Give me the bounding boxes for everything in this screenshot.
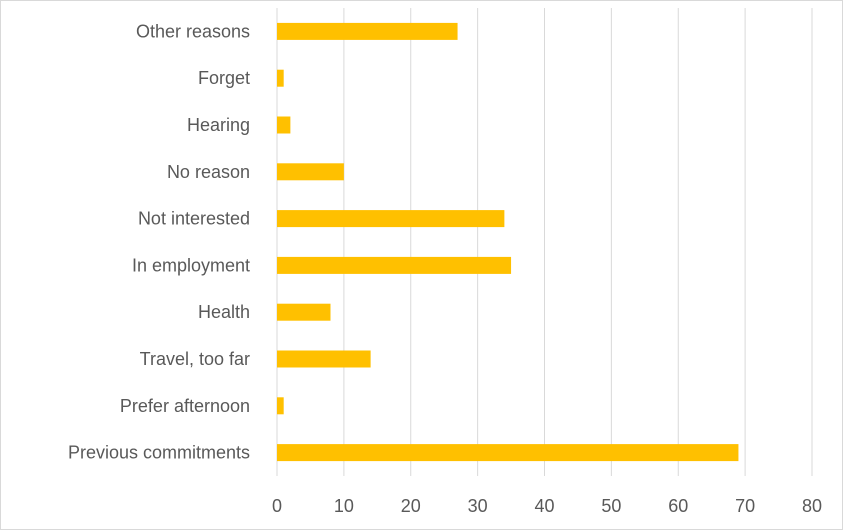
category-label-no-reason: No reason [167,162,250,182]
bar-in-employment [277,256,512,274]
x-tick-label-30: 30 [468,496,488,516]
bar-prefer-afternoon [277,397,284,415]
bar-forget [277,69,284,87]
x-tick-labels: 0 10 20 30 40 50 60 70 80 [272,496,822,516]
category-label-travel-too-far: Travel, too far [140,349,250,369]
x-tick-label-0: 0 [272,496,282,516]
category-labels: Previous commitments Prefer afternoon Trav… [68,21,250,462]
gridlines [276,8,813,476]
bars [277,22,739,462]
x-tick-label-60: 60 [668,496,688,516]
bar-no-reason [277,163,344,181]
bar-health [277,303,331,321]
bar-hearing [277,116,291,134]
category-label-forget: Forget [198,68,250,88]
category-label-prefer-afternoon: Prefer afternoon [120,396,250,416]
bar-travel-too-far [277,350,371,368]
bar-other-reasons [277,22,458,40]
x-tick-label-40: 40 [534,496,554,516]
x-tick-label-80: 80 [802,496,822,516]
x-tick-label-50: 50 [601,496,621,516]
category-label-health: Health [198,302,250,322]
bar-not-interested [277,210,505,228]
x-tick-label-10: 10 [334,496,354,516]
category-label-not-interested: Not interested [138,209,250,229]
category-label-previous-commitments: Previous commitments [68,443,250,463]
category-label-hearing: Hearing [187,115,250,135]
category-label-in-employment: In employment [132,255,250,275]
category-label-other-reasons: Other reasons [136,21,250,41]
x-tick-label-70: 70 [735,496,755,516]
x-tick-label-20: 20 [401,496,421,516]
bar-previous-commitments [277,444,739,462]
